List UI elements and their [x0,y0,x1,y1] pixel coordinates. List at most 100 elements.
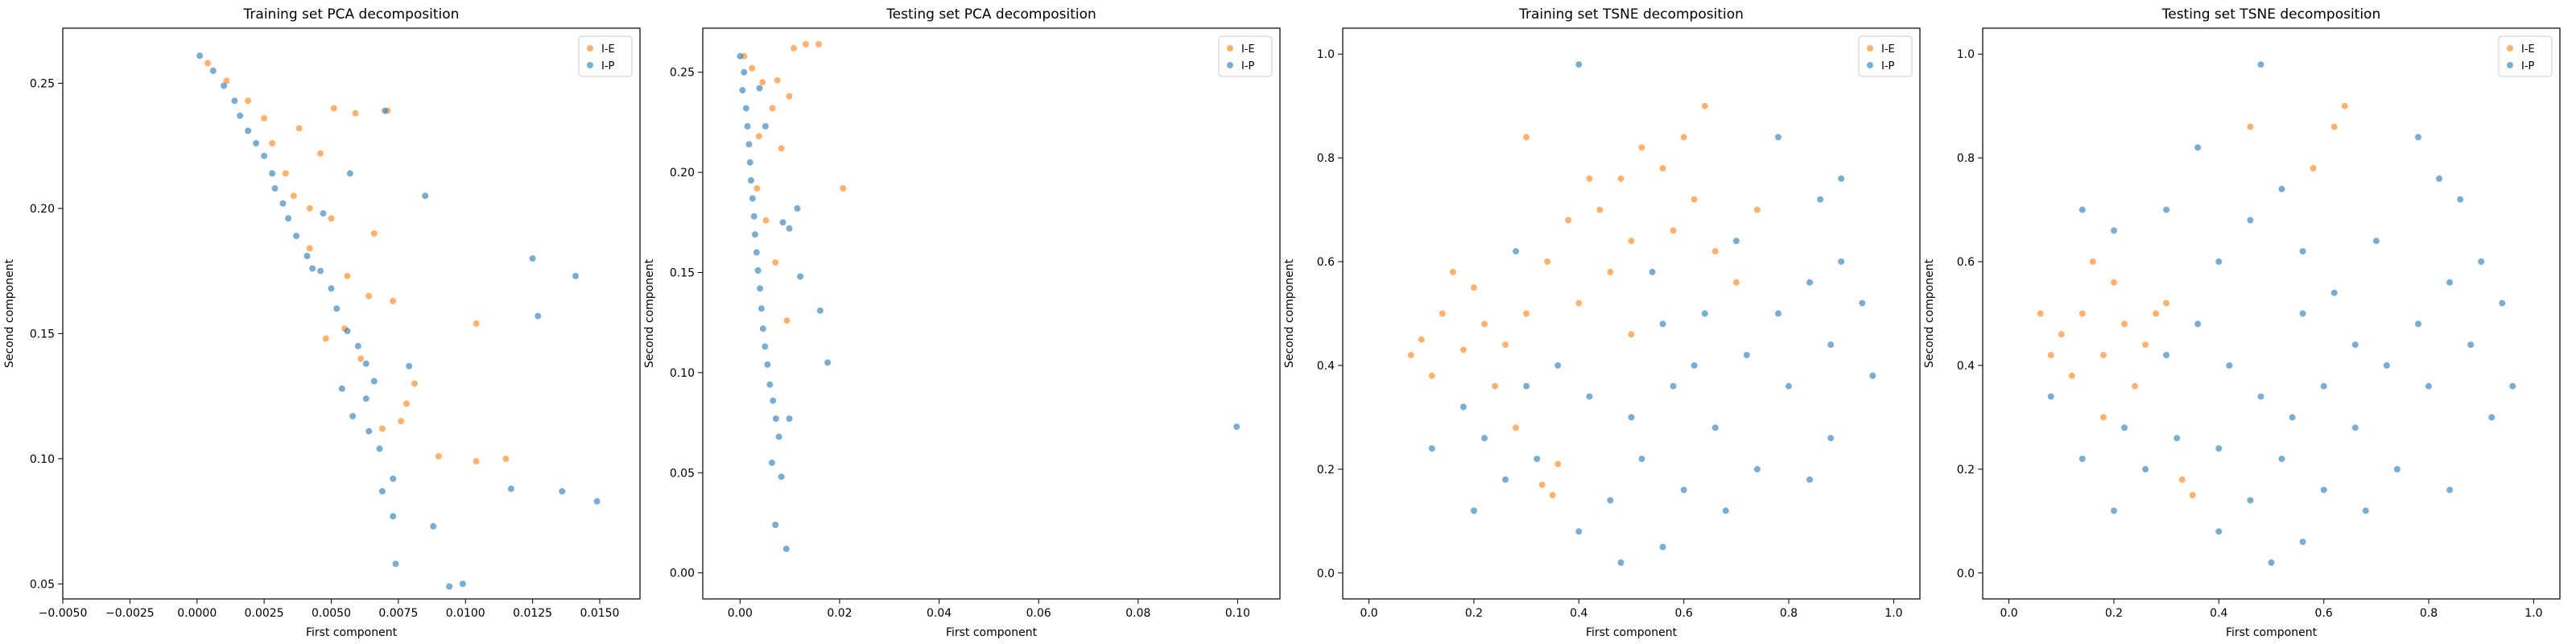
data-point-i-p [1785,382,1792,390]
data-point-i-e [753,185,761,192]
chart-panel-4: Testing set TSNE decomposition 0.0 0.2 0.4 0… [1923,6,2561,639]
data-point-i-e [840,185,847,192]
data-point-i-p [1586,393,1593,400]
x-tick-label: 0.0 [1360,607,1377,620]
data-point-i-p [2142,465,2149,473]
data-point-i-p [742,105,749,112]
y-tick-label: 0.20 [30,203,55,216]
y-tick-label: 0.20 [670,167,695,180]
data-point-i-p [378,488,386,495]
y-tick-label: 0.4 [1317,360,1335,373]
y-tick-label: 0.25 [30,77,55,90]
data-point-i-p [2111,507,2117,514]
data-point-i-e [1523,310,1530,317]
chart-title: Testing set PCA decomposition [886,6,1096,23]
data-point-i-p [2467,341,2475,349]
y-tick-label: 0.05 [30,578,55,591]
x-tick-label: 0.0025 [245,607,284,620]
data-point-i-p [535,312,542,320]
x-tick-label: −0.0050 [39,607,88,620]
data-point-i-p [362,395,369,402]
data-point-i-p [766,381,774,388]
data-point-i-p [2226,362,2233,369]
data-point-i-p [2488,414,2496,421]
data-point-i-p [269,170,276,177]
data-point-i-p [365,427,373,435]
data-point-i-p [824,359,832,366]
data-point-i-p [1659,543,1666,551]
data-point-i-p [221,82,228,89]
data-point-i-p [1775,310,1781,317]
data-point-i-p [344,328,351,335]
data-point-i-p [1827,435,1835,442]
legend-marker-i-e [2507,45,2513,52]
data-point-i-p [2351,424,2359,431]
x-tick-label: 1.0 [2524,607,2542,620]
data-point-i-p [2194,320,2202,328]
data-point-i-e [772,259,779,266]
x-tick-label: 0.4 [1570,607,1587,620]
legend: I-E I-P [1218,35,1273,77]
data-point-i-p [328,285,335,292]
data-point-i-e [435,452,442,460]
data-point-i-e [2189,492,2196,499]
data-point-i-e [2079,310,2086,317]
data-point-i-p [2499,299,2506,307]
y-tick-label: 0.15 [670,267,695,280]
data-point-i-p [376,445,383,452]
data-point-i-p [1428,445,1435,452]
data-point-i-e [306,204,313,212]
data-point-i-p [2121,424,2128,431]
data-point-i-p [2289,414,2296,421]
data-point-i-p [1459,403,1467,411]
data-point-i-e [2099,352,2107,359]
data-point-i-p [2320,382,2327,390]
y-tick-label: 0.2 [1317,464,1335,477]
data-point-i-p [741,68,748,76]
data-point-i-p [2215,258,2223,265]
data-point-i-p [768,459,775,466]
plot-frame [702,27,1281,600]
data-point-i-e [786,93,793,100]
legend-label: I-P [2521,60,2535,72]
data-point-i-e [2163,299,2170,307]
data-point-i-p [1481,435,1488,442]
data-point-i-p [2446,279,2454,286]
data-point-i-p [2257,393,2264,400]
data-point-i-p [406,362,413,369]
x-tick-label: 0.8 [1780,607,1798,620]
data-point-i-p [1859,299,1866,307]
data-point-i-e [815,40,822,47]
chart-panel-2: Testing set PCA decomposition 0.00 0.02 0.0… [643,6,1281,639]
data-point-i-e [759,79,766,86]
data-point-i-p [2383,362,2390,369]
data-point-i-p [1722,507,1729,514]
y-tick-label: 0.15 [30,328,55,341]
data-point-i-p [775,433,782,440]
data-point-i-e [2068,372,2075,379]
data-point-i-p [237,112,244,119]
data-point-i-p [1743,352,1750,359]
data-point-i-p [320,210,327,217]
data-point-i-e [295,125,303,132]
data-point-i-p [1838,175,1845,182]
y-tick-label: 0.00 [670,568,695,580]
data-point-i-e [1407,352,1414,359]
data-point-i-e [2099,414,2107,421]
data-point-i-p [759,325,766,332]
legend-label: I-P [1241,60,1255,72]
data-point-i-p [446,583,453,590]
data-point-i-e [1659,165,1666,171]
data-point-i-e [1596,206,1604,213]
data-point-i-e [769,105,776,112]
x-tick-label: 0.0100 [446,607,485,620]
scatter-points [1407,61,1876,566]
data-point-i-p [317,267,324,275]
x-tick-label: 0.0050 [312,607,351,620]
data-point-i-e [261,114,268,122]
data-point-i-e [269,140,276,147]
data-point-i-p [2415,134,2421,141]
data-point-i-e [2178,476,2186,483]
x-tick-label: 0.0 [2000,607,2017,620]
data-point-i-p [253,140,260,147]
